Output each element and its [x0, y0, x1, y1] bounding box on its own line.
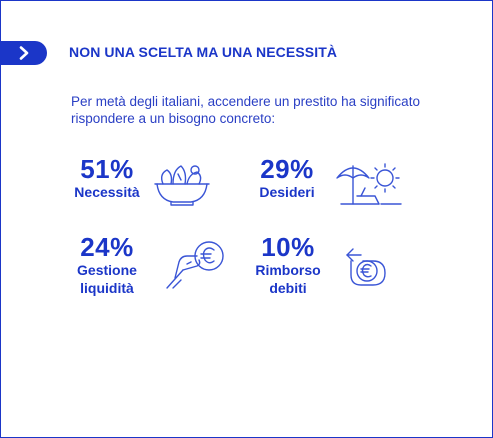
stat-label: Rimborso	[255, 262, 321, 278]
hand-euro-coin-icon	[165, 238, 227, 290]
section-badge	[1, 41, 47, 65]
stat-label: Desideri	[259, 184, 315, 200]
beach-umbrella-sun-icon	[335, 156, 405, 210]
stat-desideri: 29% Desideri	[247, 155, 327, 201]
intro-text: Per metà degli italiani, accendere un pr…	[71, 94, 420, 126]
chevron-right-icon	[18, 46, 30, 60]
stat-value: 10%	[261, 232, 315, 262]
stat-rimborso-debiti: 10% Rimborso debiti	[247, 233, 329, 297]
stat-value: 51%	[80, 154, 134, 184]
stat-value: 29%	[260, 154, 314, 184]
stat-gestione-liquidita: 24% Gestione liquidità	[63, 233, 151, 297]
stat-necessita: 51% Necessità	[61, 155, 153, 201]
stat-label-line2: liquidità	[80, 280, 134, 296]
stat-label: Gestione	[77, 262, 137, 278]
euro-return-icon	[339, 241, 389, 289]
section-title: NON UNA SCELTA MA UNA NECESSITÀ	[69, 44, 338, 60]
stat-label: Necessità	[74, 184, 140, 200]
stat-value: 24%	[80, 232, 134, 262]
stat-label-line2: debiti	[269, 280, 307, 296]
salad-bowl-icon	[151, 158, 213, 206]
